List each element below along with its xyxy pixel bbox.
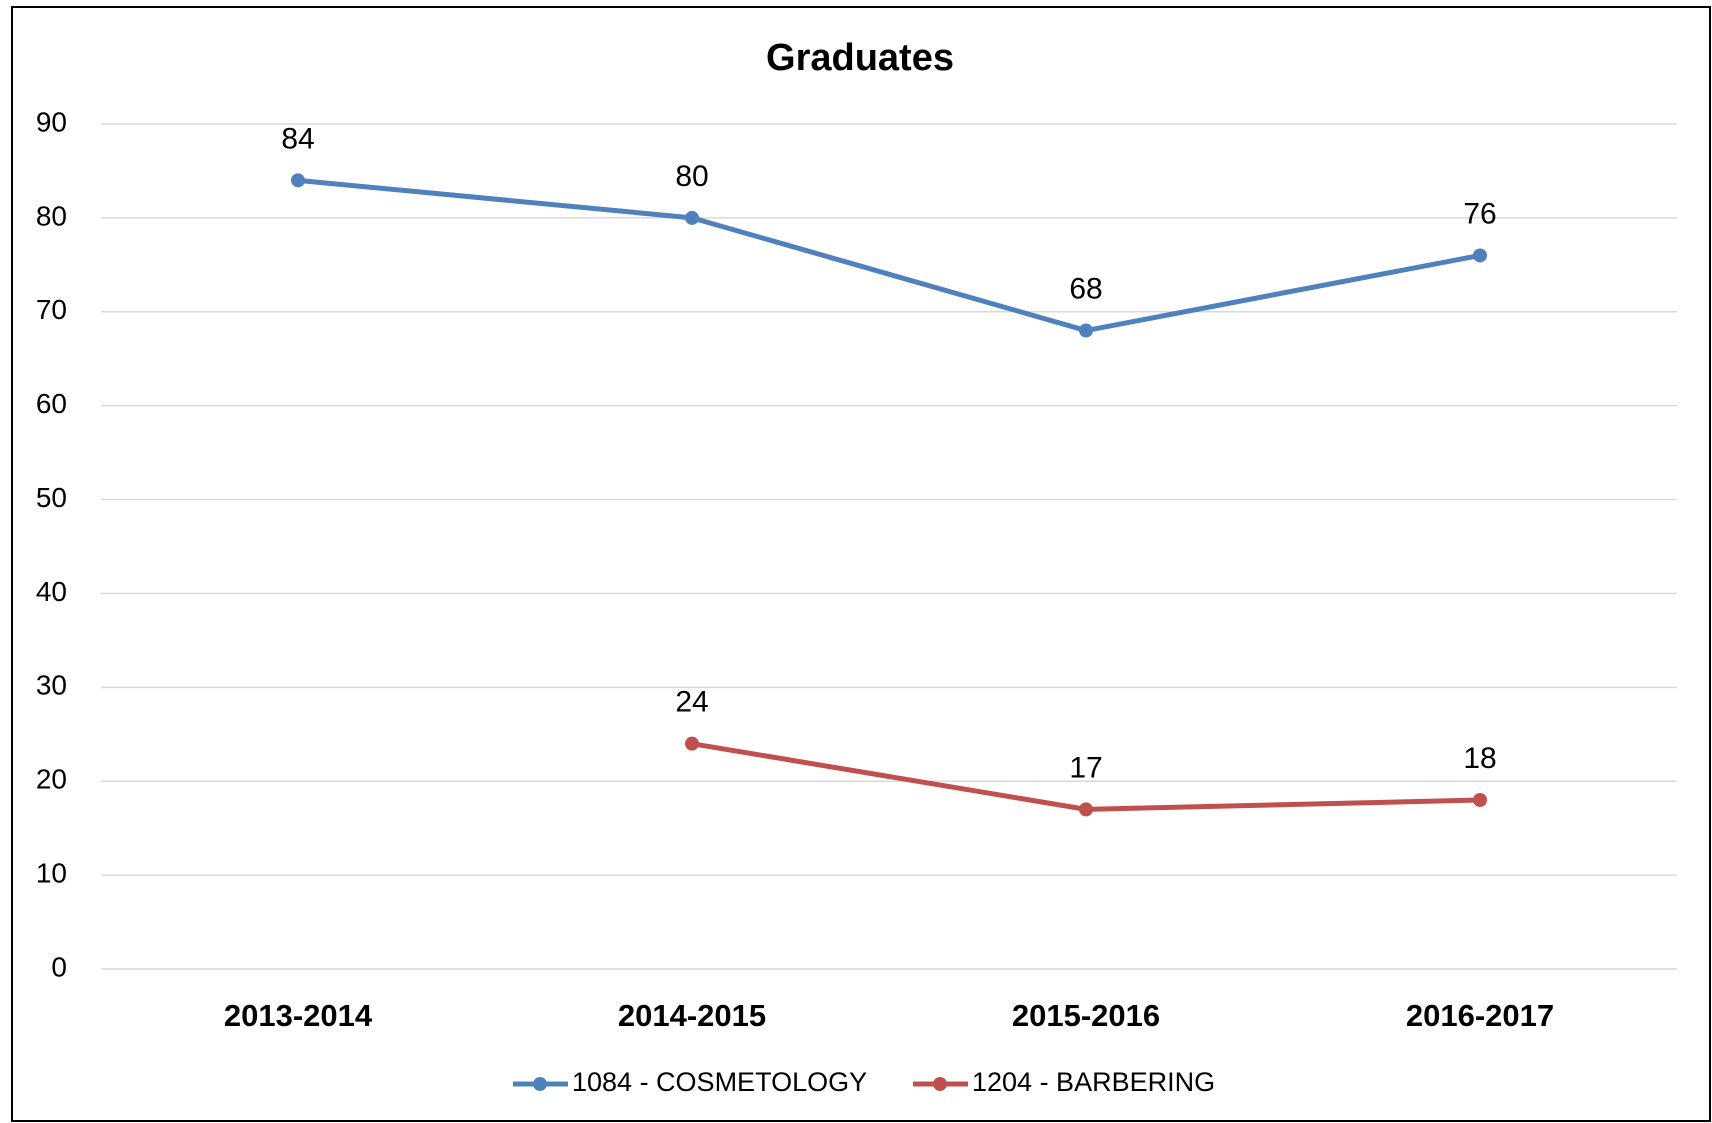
y-tick-label: 40 (36, 576, 67, 607)
legend-marker (533, 1077, 547, 1091)
data-point (1473, 793, 1487, 807)
data-point (291, 173, 305, 188)
series-line (297, 177, 1481, 334)
data-point (685, 736, 699, 751)
data-label: 18 (1463, 742, 1496, 775)
legend-label: 1204 - BARBERING (972, 1067, 1215, 1097)
x-tick-label: 2013-2014 (224, 998, 373, 1033)
y-tick-label: 70 (36, 294, 67, 325)
y-tick-label: 10 (36, 858, 67, 889)
data-point (1079, 802, 1093, 817)
chart-border (11, 6, 1711, 1122)
data-point (685, 210, 699, 225)
data-point (1473, 248, 1487, 263)
x-tick-label: 2014-2015 (618, 998, 766, 1033)
data-label: 17 (1069, 751, 1102, 784)
x-tick-label: 2016-2017 (1406, 998, 1554, 1033)
chart-title: Graduates (766, 37, 954, 79)
y-tick-label: 50 (36, 482, 67, 513)
y-tick-label: 30 (36, 670, 67, 701)
y-tick-label: 60 (36, 388, 67, 419)
data-label: 80 (675, 160, 708, 193)
data-label: 24 (675, 686, 708, 719)
data-label: 76 (1463, 197, 1496, 230)
legend-label: 1084 - COSMETOLOGY (572, 1067, 867, 1097)
data-label: 84 (281, 122, 314, 155)
data-label: 68 (1069, 272, 1102, 305)
y-tick-label: 90 (36, 106, 67, 137)
x-tick-label: 2015-2016 (1012, 998, 1160, 1033)
y-tick-label: 80 (36, 200, 67, 231)
data-point (1079, 323, 1093, 338)
y-tick-label: 20 (36, 764, 67, 795)
y-tick-label: 0 (51, 951, 67, 982)
legend-marker (933, 1077, 947, 1091)
